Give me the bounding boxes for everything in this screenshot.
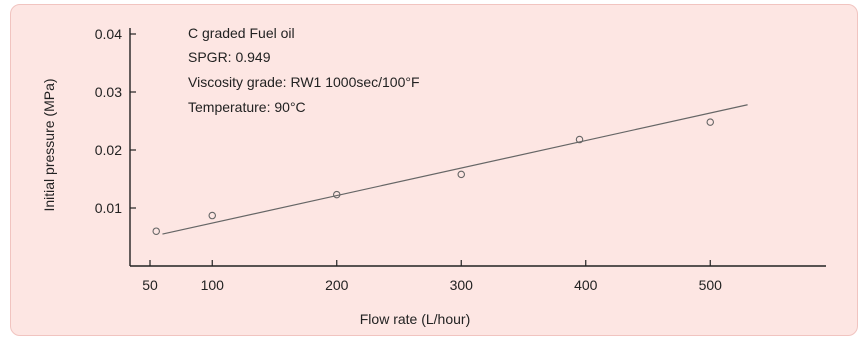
trend-line [162,104,748,235]
data-points [152,118,714,235]
y-tick-label: 0.01 [95,200,122,216]
annotations: C graded Fuel oil SPGR: 0.949 Viscosity … [188,25,420,115]
x-tick-label: 200 [325,277,349,293]
y-tick-label: 0.03 [95,84,122,100]
data-point [575,135,584,144]
trend-line-group [162,104,748,235]
data-point [332,190,341,199]
x-tick-label: 400 [574,277,598,293]
annotation-spgr: SPGR: 0.949 [188,49,271,65]
y-axis-label: Initial pressure (MPa) [41,78,57,211]
axes [129,28,826,267]
data-point [152,227,160,235]
data-point [706,118,714,126]
y-tick-label: 0.04 [95,26,122,42]
x-axis-label: Flow rate (L/hour) [360,311,470,327]
annotation-viscosity: Viscosity grade: RW1 1000sec/100°F [188,74,420,90]
chart-panel [10,4,858,336]
x-tick-label: 50 [142,277,158,293]
x-tick-label: 300 [450,277,474,293]
data-point [457,170,465,179]
annotation-fuel: C graded Fuel oil [188,25,295,41]
x-tick-label: 500 [699,277,723,293]
y-tick-labels: 0.01 0.02 0.03 0.04 [95,26,122,216]
x-tick-label: 100 [201,277,225,293]
data-point [208,211,217,220]
x-tick-labels: 50 100 200 300 400 500 [142,277,722,293]
annotation-temperature: Temperature: 90°C [188,99,306,115]
y-tick-label: 0.02 [95,142,122,158]
